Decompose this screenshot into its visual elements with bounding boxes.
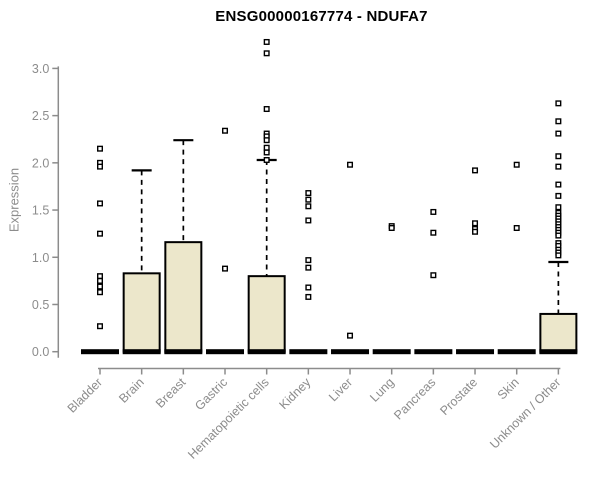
x-tick-label-pancreas: Pancreas bbox=[391, 375, 438, 422]
outlier-point bbox=[305, 293, 312, 300]
outlier-point bbox=[96, 277, 103, 284]
y-tick-label: 1.5 bbox=[32, 204, 49, 218]
outlier-point bbox=[347, 332, 354, 339]
outlier-point bbox=[263, 144, 270, 151]
boxplot-group-breast bbox=[164, 139, 203, 355]
outlier-point bbox=[96, 145, 103, 152]
axes: 0.0 0.5 1.0 1.5 2.0 2.5 3.0 Bladder Brain Breast G… bbox=[32, 62, 564, 462]
outlier-point bbox=[305, 264, 312, 271]
median-line bbox=[331, 349, 370, 355]
outlier-point bbox=[472, 220, 479, 227]
x-tick-label-unknown-other: Unknown / Other bbox=[487, 375, 563, 451]
outlier-point bbox=[430, 229, 437, 236]
outlier-point bbox=[96, 200, 103, 207]
box bbox=[247, 275, 286, 353]
outlier-point bbox=[555, 232, 562, 239]
outlier-point bbox=[263, 137, 270, 144]
boxplot-group-liver bbox=[331, 161, 370, 355]
outlier-point bbox=[555, 252, 562, 259]
outlier-point bbox=[555, 192, 562, 199]
outlier-point bbox=[96, 289, 103, 296]
median-line bbox=[497, 349, 536, 355]
boxplot-group-bladder bbox=[81, 145, 119, 355]
outlier-point bbox=[555, 118, 562, 125]
outlier-point bbox=[96, 283, 103, 290]
boxplot-group-pancreas bbox=[414, 208, 453, 355]
outlier-point bbox=[555, 130, 562, 137]
median-line bbox=[539, 349, 578, 355]
outlier-point bbox=[513, 224, 520, 231]
outlier-point bbox=[263, 157, 270, 164]
outlier-point bbox=[96, 273, 103, 280]
y-tick-label: 2.0 bbox=[32, 156, 49, 170]
outlier-point bbox=[305, 257, 312, 264]
x-tick-label-prostate: Prostate bbox=[437, 375, 480, 418]
outlier-point bbox=[305, 190, 312, 197]
x-tick-label-hematopoietic-cells: Hematopoietic cells bbox=[185, 375, 272, 462]
median-line bbox=[247, 349, 286, 355]
boxplot-group-skin bbox=[497, 161, 536, 355]
outlier-point bbox=[430, 272, 437, 279]
median-line bbox=[122, 349, 161, 355]
median-line bbox=[206, 349, 245, 355]
outlier-point bbox=[555, 100, 562, 107]
x-tick-label-bladder: Bladder bbox=[65, 375, 105, 415]
chart-title: ENSG00000167774 - NDUFA7 bbox=[215, 8, 428, 25]
boxplot-group-unknown-other bbox=[539, 100, 578, 355]
outlier-point bbox=[472, 167, 479, 174]
x-tick-label-gastric: Gastric bbox=[192, 375, 230, 413]
y-tick-label: 0.5 bbox=[32, 298, 49, 312]
outlier-point bbox=[222, 127, 229, 134]
boxplot-group-prostate bbox=[456, 167, 495, 355]
outlier-point bbox=[263, 149, 270, 156]
median-line bbox=[164, 349, 203, 355]
boxplot-group-kidney bbox=[289, 190, 328, 355]
boxplot-group-lung bbox=[372, 223, 411, 355]
outlier-point bbox=[305, 196, 312, 203]
outlier-point bbox=[555, 153, 562, 160]
outlier-point bbox=[305, 284, 312, 291]
boxplot-group-brain bbox=[122, 169, 161, 355]
x-tick-label-breast: Breast bbox=[153, 375, 189, 411]
outlier-point bbox=[305, 203, 312, 210]
outlier-point bbox=[96, 323, 103, 330]
outlier-point bbox=[388, 224, 395, 231]
x-tick-label-kidney: Kidney bbox=[277, 375, 314, 412]
outlier-point bbox=[555, 204, 562, 211]
outlier-point bbox=[96, 163, 103, 170]
outlier-point bbox=[472, 228, 479, 235]
median-line bbox=[456, 349, 495, 355]
outlier-point bbox=[430, 208, 437, 215]
y-tick-label: 3.0 bbox=[32, 62, 49, 76]
outlier-point bbox=[263, 50, 270, 57]
outlier-point bbox=[305, 217, 312, 224]
boxplot-group-hematopoietic-cells bbox=[247, 38, 286, 355]
outlier-point bbox=[96, 230, 103, 237]
box bbox=[122, 272, 161, 353]
outlier-point bbox=[347, 161, 354, 168]
x-tick-label-liver: Liver bbox=[326, 375, 355, 404]
y-tick-label: 0.0 bbox=[32, 345, 49, 359]
box bbox=[164, 241, 203, 353]
y-tick-label: 2.5 bbox=[32, 109, 49, 123]
outlier-point bbox=[263, 106, 270, 113]
outlier-point bbox=[222, 265, 229, 272]
x-tick-label-lung: Lung bbox=[367, 375, 397, 405]
median-line bbox=[289, 349, 328, 355]
x-tick-label-brain: Brain bbox=[116, 375, 147, 406]
median-line bbox=[372, 349, 411, 355]
outlier-point bbox=[513, 161, 520, 168]
outlier-point bbox=[555, 163, 562, 170]
outlier-point bbox=[263, 38, 270, 45]
y-tick-label: 1.0 bbox=[32, 251, 49, 265]
x-tick-label-skin: Skin bbox=[495, 375, 522, 402]
box bbox=[539, 312, 578, 353]
outlier-point bbox=[555, 181, 562, 188]
boxplot-group-gastric bbox=[206, 127, 245, 355]
median-line bbox=[414, 349, 453, 355]
median-line bbox=[81, 349, 119, 355]
